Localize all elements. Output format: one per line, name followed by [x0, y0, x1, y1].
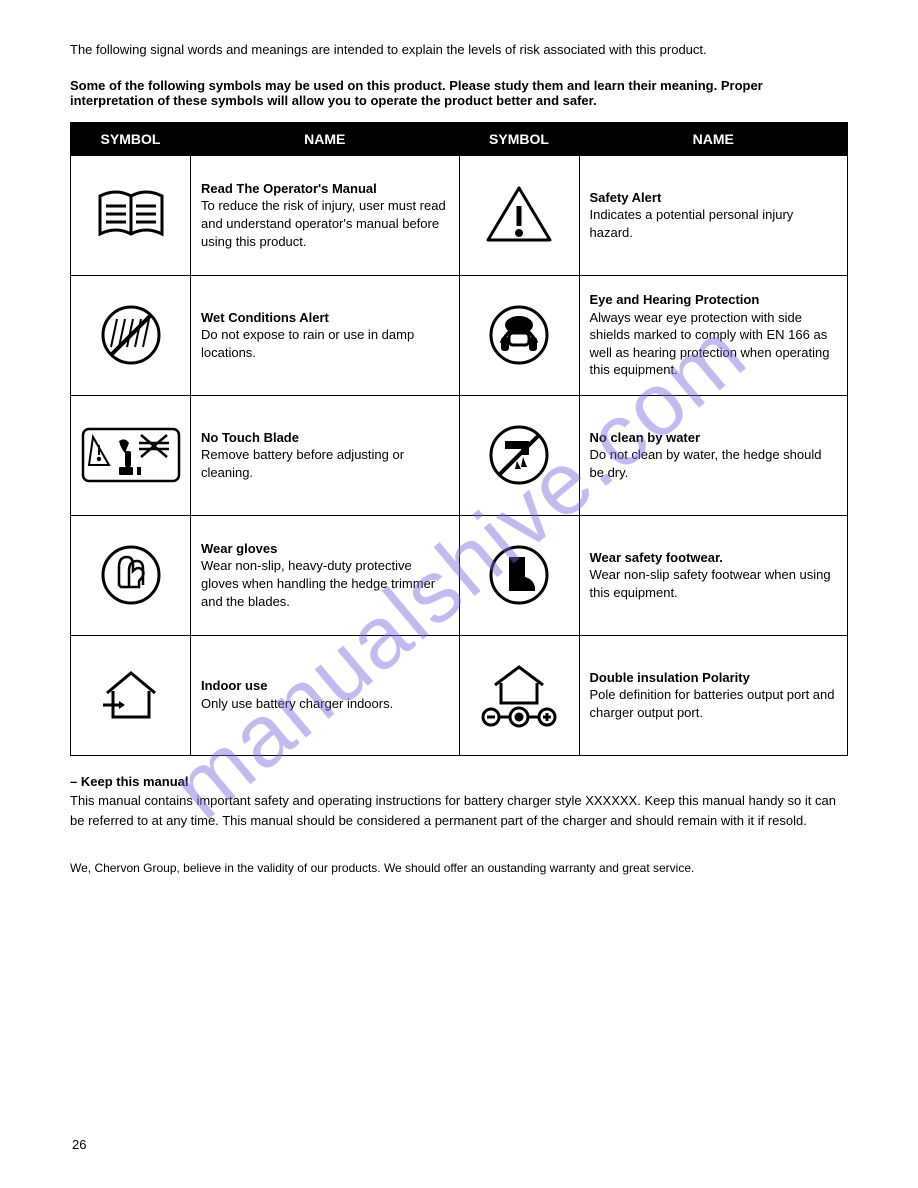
desc-text: Do not clean by water, the hedge should …	[590, 447, 822, 480]
desc-cell: Wet Conditions Alert Do not expose to ra…	[191, 275, 460, 395]
desc-text: Wear non-slip safety footwear when using…	[590, 567, 831, 600]
table-row: Wet Conditions Alert Do not expose to ra…	[71, 275, 848, 395]
symbol-cell-boots	[459, 515, 579, 635]
desc-text: Do not expose to rain or use in damp loc…	[201, 327, 414, 360]
col-header-symbol-2: SYMBOL	[459, 122, 579, 155]
symbol-cell-no-rain	[71, 275, 191, 395]
symbol-cell-no-water	[459, 395, 579, 515]
footnote: – Keep this manual This manual contains …	[70, 772, 848, 831]
desc-text: Only use battery charger indoors.	[201, 696, 393, 711]
table-header-row: SYMBOL NAME SYMBOL NAME	[71, 122, 848, 155]
desc-title: No clean by water	[590, 430, 701, 445]
desc-text: Pole definition for batteries output por…	[590, 687, 835, 720]
desc-text: Indicates a potential personal injury ha…	[590, 207, 794, 240]
disclaimer: We, Chervon Group, believe in the validi…	[70, 860, 848, 877]
symbol-cell-eye-ear	[459, 275, 579, 395]
desc-text: Remove battery before adjusting or clean…	[201, 447, 404, 480]
desc-title: Wear gloves	[201, 541, 277, 556]
polarity-icon	[464, 659, 575, 731]
table-row: Read The Operator's Manual To reduce the…	[71, 155, 848, 275]
desc-cell: Double insulation Polarity Pole definiti…	[579, 635, 848, 755]
subhead-paragraph: Some of the following symbols may be use…	[70, 78, 848, 108]
col-header-name-1: NAME	[191, 122, 460, 155]
table-row: Indoor use Only use battery charger indo…	[71, 635, 848, 755]
desc-title: Safety Alert	[590, 190, 662, 205]
page-number: 26	[72, 1137, 86, 1152]
desc-cell: Wear safety footwear. Wear non-slip safe…	[579, 515, 848, 635]
symbol-cell-gloves	[71, 515, 191, 635]
manual-icon	[75, 186, 186, 244]
desc-cell: No clean by water Do not clean by water,…	[579, 395, 848, 515]
col-header-name-2: NAME	[579, 122, 848, 155]
desc-cell: Wear gloves Wear non-slip, heavy-duty pr…	[191, 515, 460, 635]
table-row: No Touch Blade Remove battery before adj…	[71, 395, 848, 515]
page-container: The following signal words and meanings …	[0, 0, 918, 917]
warning-icon	[464, 184, 575, 246]
indoor-use-icon	[75, 665, 186, 725]
desc-text: Wear non-slip, heavy-duty protective glo…	[201, 558, 435, 608]
symbols-table: SYMBOL NAME SYMBOL NAME Read The Operato…	[70, 122, 848, 756]
eye-ear-protection-icon	[464, 303, 575, 367]
desc-text: Always wear eye protection with side shi…	[590, 310, 830, 378]
desc-cell: No Touch Blade Remove battery before adj…	[191, 395, 460, 515]
desc-cell: Safety Alert Indicates a potential perso…	[579, 155, 848, 275]
footnote-body: This manual contains important safety an…	[70, 793, 836, 828]
symbol-cell-indoor	[71, 635, 191, 755]
remove-battery-icon	[75, 423, 186, 487]
desc-text: To reduce the risk of injury, user must …	[201, 198, 446, 248]
symbol-cell-warning	[459, 155, 579, 275]
col-header-symbol-1: SYMBOL	[71, 122, 191, 155]
desc-title: Eye and Hearing Protection	[590, 292, 760, 307]
desc-title: Wear safety footwear.	[590, 550, 723, 565]
no-water-icon	[464, 423, 575, 487]
symbol-cell-polarity	[459, 635, 579, 755]
boots-icon	[464, 543, 575, 607]
footnote-keep: – Keep this manual	[70, 774, 188, 789]
intro-paragraph: The following signal words and meanings …	[70, 40, 848, 60]
symbol-cell-no-touch-blade	[71, 395, 191, 515]
desc-cell: Eye and Hearing Protection Always wear e…	[579, 275, 848, 395]
desc-title: Double insulation Polarity	[590, 670, 750, 685]
desc-cell: Read The Operator's Manual To reduce the…	[191, 155, 460, 275]
symbol-cell-manual	[71, 155, 191, 275]
desc-title: No Touch Blade	[201, 430, 299, 445]
desc-cell: Indoor use Only use battery charger indo…	[191, 635, 460, 755]
table-row: Wear gloves Wear non-slip, heavy-duty pr…	[71, 515, 848, 635]
no-rain-icon	[75, 303, 186, 367]
gloves-icon	[75, 543, 186, 607]
desc-title: Read The Operator's Manual	[201, 181, 377, 196]
desc-title: Indoor use	[201, 678, 267, 693]
desc-title: Wet Conditions Alert	[201, 310, 329, 325]
